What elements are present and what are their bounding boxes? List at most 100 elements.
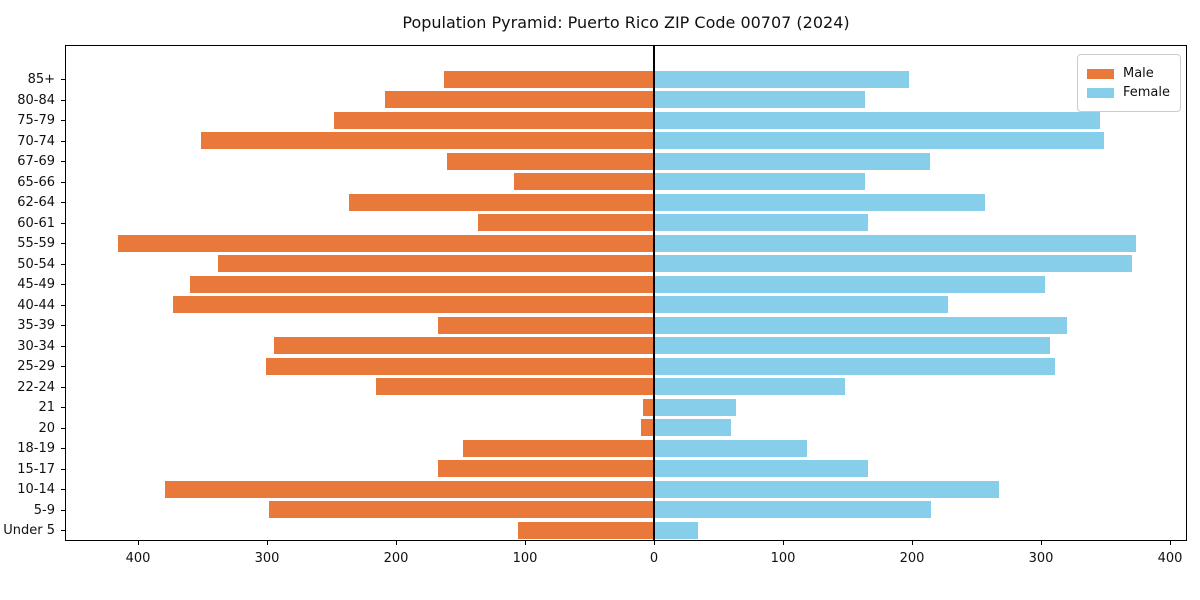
bar-male-10-14 (165, 480, 653, 498)
bar-female-25-29 (655, 357, 1055, 375)
bar-female-5-9 (655, 501, 931, 518)
x-tick-mark (138, 541, 139, 545)
bar-male-85+ (444, 70, 653, 88)
legend-swatch-female-icon (1086, 87, 1114, 98)
bar-female-80-84 (655, 91, 865, 108)
bar-male-18-19 (463, 439, 653, 457)
y-tick-mark (61, 427, 65, 429)
y-tick-mark (61, 263, 65, 265)
y-tick-mark (61, 407, 65, 408)
x-tick-label-300: 300 (254, 551, 280, 566)
bar-female-62-64 (655, 193, 985, 211)
y-tick-label-70-74: 70-74 (17, 133, 55, 149)
bar-male-60-61 (478, 214, 653, 231)
x-tick-mark (783, 541, 784, 545)
y-tick-label-60-61: 60-61 (17, 215, 55, 231)
bar-female-15-17 (655, 460, 868, 477)
y-tick-mark (61, 222, 65, 224)
bar-male-55-59 (118, 234, 653, 252)
x-tick-label-200: 200 (899, 551, 925, 566)
y-tick-mark (61, 366, 65, 367)
legend-swatch-male-icon (1086, 68, 1114, 79)
bar-female-85+ (655, 70, 909, 88)
bar-female-50-54 (655, 255, 1132, 272)
y-tick-label-35-39: 35-39 (17, 318, 55, 333)
y-tick-mark (61, 79, 65, 80)
bar-female-30-34 (655, 337, 1050, 354)
x-tick-mark (1170, 541, 1171, 545)
y-tick-label-Under 5: Under 5 (3, 523, 55, 538)
bar-male-25-29 (266, 357, 653, 375)
y-tick-mark (61, 140, 65, 142)
y-tick-mark (61, 181, 65, 183)
x-tick-mark (267, 541, 268, 545)
bar-female-67-69 (655, 152, 930, 170)
y-tick-mark (61, 99, 65, 101)
y-tick-label-10-14: 10-14 (17, 482, 55, 497)
bar-male-50-54 (218, 255, 653, 272)
bar-female-55-59 (655, 234, 1136, 252)
bar-female-22-24 (655, 378, 845, 395)
bar-male-65-66 (514, 173, 653, 190)
plot-area: Male Female (65, 45, 1187, 541)
y-tick-label-50-54: 50-54 (17, 256, 55, 272)
y-tick-label-22-24: 22-24 (17, 379, 55, 395)
bar-male-45-49 (190, 275, 653, 293)
x-tick-label-0: 0 (649, 551, 659, 566)
x-tick-label-100: 100 (770, 551, 796, 566)
y-tick-label-55-59: 55-59 (17, 236, 55, 251)
y-tick-label-30-34: 30-34 (17, 338, 55, 354)
y-tick-mark (61, 489, 65, 490)
bar-male-22-24 (376, 378, 653, 395)
x-tick-label-300: 300 (1028, 551, 1054, 566)
y-tick-label-85+: 85+ (27, 72, 55, 87)
y-tick-mark (61, 120, 65, 121)
bar-female-18-19 (655, 439, 807, 457)
x-tick-mark (654, 541, 655, 545)
x-tick-mark (525, 541, 526, 545)
y-tick-label-25-29: 25-29 (17, 359, 55, 374)
y-tick-mark (61, 243, 65, 244)
legend: Male Female (1076, 54, 1181, 112)
y-tick-label-67-69: 67-69 (17, 154, 55, 169)
bar-female-10-14 (655, 480, 999, 498)
bar-male-15-17 (438, 460, 653, 477)
bar-female-21 (655, 398, 736, 416)
y-tick-mark (61, 345, 65, 347)
legend-entry-male: Male (1086, 66, 1170, 81)
x-tick-label-100: 100 (512, 551, 538, 566)
bar-male-Under 5 (518, 521, 653, 539)
y-tick-mark (61, 202, 65, 203)
y-tick-mark (61, 284, 65, 285)
y-tick-label-20: 20 (38, 420, 55, 436)
y-tick-mark (61, 468, 65, 470)
y-tick-mark (61, 509, 65, 511)
bar-male-80-84 (385, 91, 653, 108)
bar-female-35-39 (655, 316, 1067, 334)
bar-female-70-74 (655, 132, 1104, 149)
y-tick-label-40-44: 40-44 (17, 297, 55, 313)
x-tick-mark (396, 541, 397, 545)
zero-line (653, 46, 655, 540)
x-tick-mark (912, 541, 913, 545)
x-tick-label-400: 400 (1157, 551, 1183, 566)
bar-female-20 (655, 419, 731, 436)
legend-entry-female: Female (1086, 85, 1170, 100)
y-tick-label-18-19: 18-19 (17, 441, 55, 456)
y-tick-mark (61, 161, 65, 162)
y-tick-label-62-64: 62-64 (17, 195, 55, 210)
bar-male-35-39 (438, 316, 653, 334)
chart-title: Population Pyramid: Puerto Rico ZIP Code… (402, 13, 850, 32)
x-tick-label-400: 400 (125, 551, 151, 566)
y-tick-label-21: 21 (38, 400, 55, 415)
x-tick-mark (1041, 541, 1042, 545)
bar-male-75-79 (334, 111, 653, 129)
y-tick-mark (61, 304, 65, 306)
y-tick-label-45-49: 45-49 (17, 277, 55, 292)
y-tick-label-15-17: 15-17 (17, 461, 55, 477)
bar-female-75-79 (655, 111, 1100, 129)
y-tick-label-65-66: 65-66 (17, 174, 55, 190)
bar-male-40-44 (173, 296, 653, 313)
bar-male-5-9 (269, 501, 653, 518)
